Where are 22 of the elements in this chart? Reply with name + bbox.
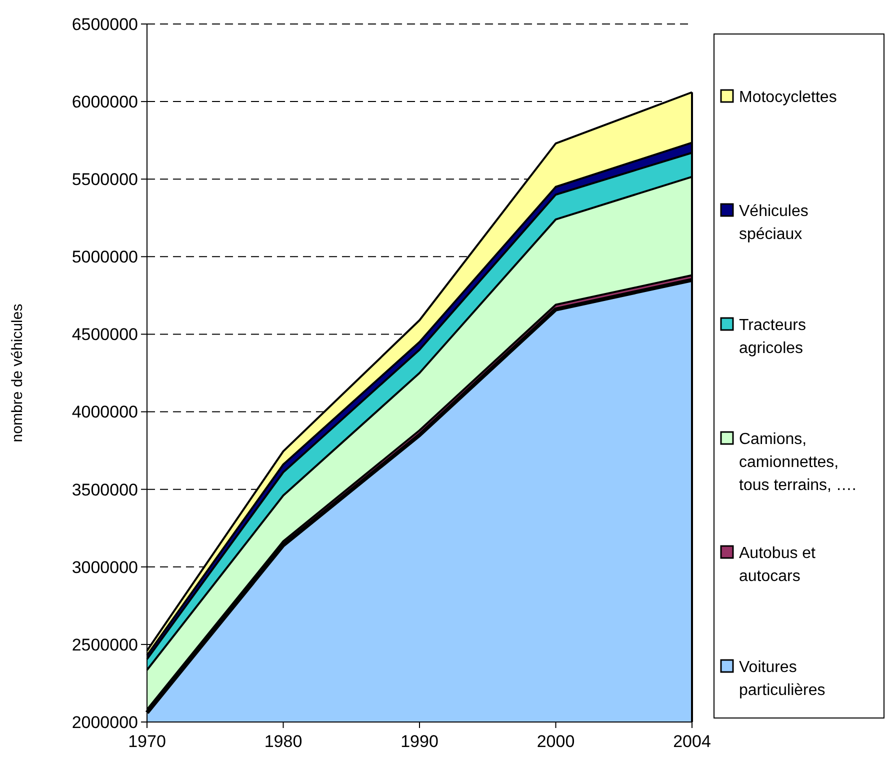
y-axis-title: nombre de véhicules xyxy=(9,304,26,442)
legend-label: Véhicules spéciaux xyxy=(739,203,808,243)
legend-label: Camions, camionnettes, tous terrains, …. xyxy=(739,431,856,494)
y-tick-label: 4500000 xyxy=(72,325,138,344)
y-tick-label: 6500000 xyxy=(72,14,138,34)
x-tick-label: 1970 xyxy=(128,732,166,751)
x-tick-label: 2000 xyxy=(536,732,575,751)
legend-label: Motocyclettes xyxy=(739,89,837,106)
legend-label: Tracteurs agricoles xyxy=(739,317,806,357)
legend-label: Autobus et autocars xyxy=(739,545,816,585)
legend-label: Voitures particulières xyxy=(739,659,826,699)
y-tick-label: 4000000 xyxy=(72,402,138,422)
y-tick-label: 5000000 xyxy=(72,248,138,267)
y-tick-label: 5500000 xyxy=(72,170,138,190)
y-tick-label: 6000000 xyxy=(72,92,138,112)
y-tick-label: 2500000 xyxy=(72,635,138,654)
y-tick-label: 3000000 xyxy=(72,558,138,577)
x-tick-label: 2004 xyxy=(673,732,711,751)
x-tick-label: 1980 xyxy=(264,732,302,751)
y-tick-label: 2000000 xyxy=(72,712,138,732)
y-tick-label: 3500000 xyxy=(72,480,138,500)
x-tick-label: 1990 xyxy=(400,732,438,751)
